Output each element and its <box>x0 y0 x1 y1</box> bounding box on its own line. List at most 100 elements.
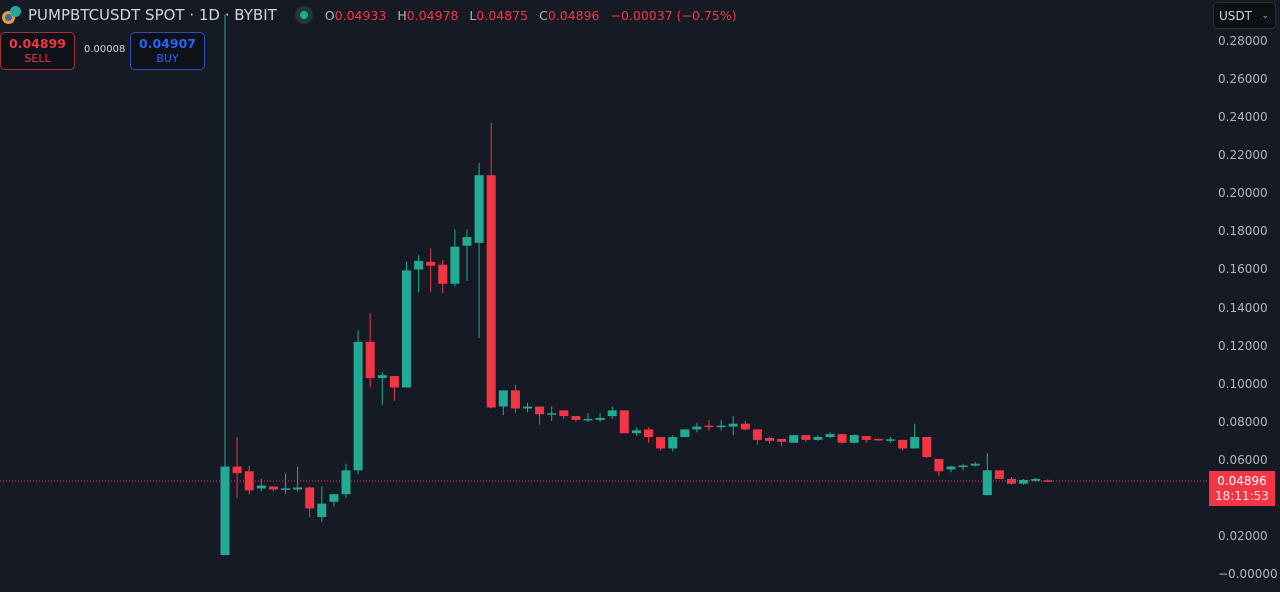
buy-button[interactable]: 0.04907 BUY <box>130 32 205 70</box>
buy-label: BUY <box>156 52 179 65</box>
candle <box>801 435 811 440</box>
candle <box>486 175 496 408</box>
close-label: C <box>539 7 548 23</box>
bar-countdown: 18:11:53 <box>1215 488 1269 503</box>
candles-group <box>220 14 1053 556</box>
candle <box>547 413 557 415</box>
high-label: H <box>397 7 407 23</box>
candle <box>946 466 956 470</box>
candle <box>765 437 774 441</box>
close-value: 0.04896 <box>547 7 600 23</box>
candle <box>426 261 436 266</box>
candle <box>861 436 871 440</box>
chevron-down-icon: ⌄ <box>1261 10 1269 21</box>
price-axis-tick: 0.06000 <box>1218 452 1268 467</box>
candle <box>607 410 617 417</box>
pumpbtc-logo-icon <box>2 4 24 26</box>
candle <box>281 488 290 490</box>
candle <box>777 438 787 442</box>
candle <box>692 426 702 430</box>
candle <box>402 270 411 388</box>
candle <box>583 418 593 421</box>
candle <box>910 437 920 449</box>
candle <box>256 485 266 489</box>
price-axis-tick: 0.28000 <box>1218 34 1268 48</box>
candle <box>728 423 738 427</box>
current-price-tag: 0.04896 18:11:53 <box>1209 471 1275 506</box>
candle <box>232 466 242 474</box>
candle <box>813 437 823 440</box>
candle <box>595 417 605 420</box>
currency-value: USDT <box>1219 8 1252 23</box>
low-label: L <box>469 7 477 23</box>
candle <box>462 237 472 246</box>
candle <box>970 463 980 466</box>
candle <box>837 434 847 443</box>
ohlc-values: O0.04933 H0.04978 L0.04875 C0.04896 −0.0… <box>325 8 744 23</box>
price-axis-tick: 0.14000 <box>1218 300 1268 315</box>
candle <box>716 425 726 428</box>
candle <box>631 430 641 434</box>
candle <box>825 434 835 438</box>
candle <box>656 437 666 449</box>
sell-price: 0.04899 <box>9 36 66 51</box>
low-value: 0.04875 <box>476 7 529 23</box>
candle <box>789 435 799 443</box>
candle <box>523 406 532 409</box>
candle <box>922 437 932 458</box>
sell-button[interactable]: 0.04899 SELL <box>0 32 75 70</box>
candle <box>644 429 653 438</box>
candle <box>220 466 230 556</box>
high-value: 0.04978 <box>406 7 459 23</box>
candle <box>958 465 968 468</box>
candle <box>305 487 315 509</box>
candle <box>668 437 678 449</box>
candle <box>498 390 508 407</box>
candle <box>934 458 944 472</box>
candle <box>898 439 908 449</box>
candle <box>886 439 895 441</box>
price-axis-tick: −0.00000 <box>1218 567 1278 582</box>
candle <box>450 246 460 284</box>
chart-legend: PUMPBTCUSDT SPOT · 1D · BYBIT O0.04933 H… <box>0 4 744 26</box>
candle <box>329 494 339 502</box>
open-label: O <box>324 7 335 23</box>
candle <box>849 435 859 443</box>
candle <box>510 390 520 409</box>
price-axis-tick: 0.18000 <box>1218 224 1268 239</box>
candle <box>704 425 714 428</box>
candle <box>414 260 424 270</box>
candle <box>571 416 581 420</box>
sell-label: SELL <box>24 52 51 65</box>
symbol-title[interactable]: PUMPBTCUSDT SPOT · 1D · BYBIT <box>28 6 277 24</box>
candle <box>994 470 1004 479</box>
candle <box>740 423 750 430</box>
current-price-value: 0.04896 <box>1217 473 1267 488</box>
price-axis-tick: 0.26000 <box>1218 72 1268 87</box>
candle <box>1007 478 1016 484</box>
candle <box>341 470 351 495</box>
price-axis-tick: 0.20000 <box>1218 186 1268 201</box>
candle <box>1019 479 1029 484</box>
market-open-status-icon <box>294 6 313 24</box>
open-value: 0.04933 <box>334 7 387 23</box>
candle <box>389 376 399 388</box>
candle <box>377 375 387 379</box>
candle <box>752 429 762 440</box>
candle <box>619 410 629 434</box>
candle <box>559 410 569 417</box>
candle <box>474 175 484 243</box>
candle <box>353 341 363 471</box>
candle <box>293 487 303 490</box>
candle <box>365 341 375 379</box>
candle <box>244 471 254 491</box>
price-axis-tick: 0.16000 <box>1218 262 1268 277</box>
candle <box>438 264 448 284</box>
candle <box>1043 480 1053 482</box>
price-axis-tick: 0.12000 <box>1218 338 1268 353</box>
currency-select[interactable]: USDT ⌄ <box>1213 2 1276 29</box>
candle <box>873 438 883 441</box>
price-axis-tick: 0.08000 <box>1218 414 1268 429</box>
candle <box>535 406 545 415</box>
